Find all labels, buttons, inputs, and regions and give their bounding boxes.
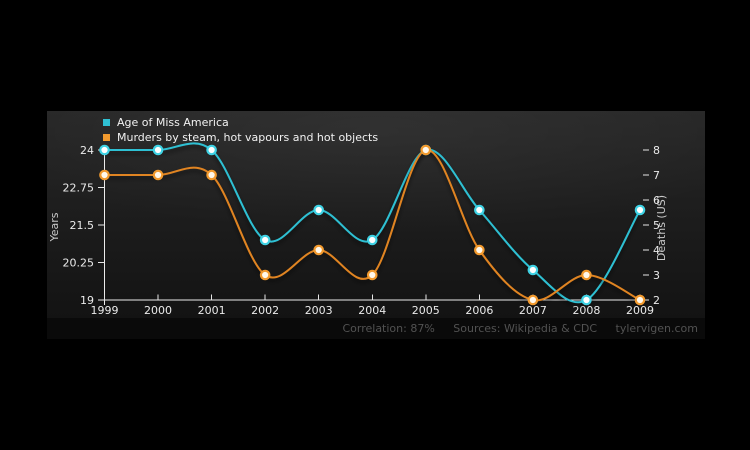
data-point-orange-2003 (313, 244, 324, 256)
data-point-cyan-2000 (152, 144, 164, 156)
line-chart: 1999 2000 2001 2002 2003 2004 2005 2006 2007 2008… (48, 142, 668, 317)
data-point-cyan-2006 (474, 204, 485, 216)
data-point-orange-2008 (581, 269, 592, 281)
site-link: tylervigen.com (615, 322, 698, 335)
left-tick-label: 21.5 (70, 219, 95, 232)
x-tick-label: 2009 (626, 304, 654, 317)
data-point-orange-2005 (420, 144, 432, 156)
x-tick-label: 2008 (572, 304, 600, 317)
x-tick-label: 2005 (412, 304, 440, 317)
x-tick-label: 1999 (91, 304, 119, 317)
right-tick-label: 2 (653, 294, 660, 307)
x-tick-label: 2001 (198, 304, 226, 317)
chart-footer: Correlation: 87% Sources: Wikipedia & CD… (47, 318, 705, 339)
legend-item-label: Murders by steam, hot vapours and hot ob… (117, 131, 379, 144)
left-axis-title: Years (48, 212, 61, 242)
axes-layer: 1999 2000 2001 2002 2003 2004 2005 2006 2007 2008… (63, 144, 661, 317)
left-tick-label: 19 (80, 294, 94, 307)
right-tick-label: 4 (653, 244, 660, 257)
data-point-orange-2002 (259, 269, 271, 281)
correlation-label: Correlation: 87% (342, 322, 435, 335)
data-point-cyan-2002 (259, 234, 271, 246)
right-tick-label: 5 (653, 219, 660, 232)
data-point-orange-2007 (527, 294, 539, 306)
data-point-cyan-2003 (313, 204, 324, 216)
x-tick-label: 2004 (358, 304, 386, 317)
data-point-cyan-2001 (206, 144, 217, 156)
marker-layer (99, 144, 646, 306)
data-point-orange-2000 (152, 169, 164, 181)
data-point-cyan-1999 (99, 144, 110, 156)
data-point-cyan-2009 (634, 204, 646, 216)
right-tick-label: 3 (653, 269, 660, 282)
left-tick-label: 22.75 (63, 182, 95, 195)
x-tick-label: 2000 (144, 304, 172, 317)
x-tick-label: 2003 (305, 304, 333, 317)
data-point-orange-2001 (206, 169, 217, 181)
data-point-cyan-2004 (366, 234, 378, 246)
legend-swatch-orange-icon (103, 134, 110, 141)
data-point-orange-1999 (99, 169, 110, 181)
data-point-cyan-2008 (581, 294, 592, 306)
x-tick-label: 2002 (251, 304, 279, 317)
chart-panel: 1999 2000 2001 2002 2003 2004 2005 2006 2007 2008… (47, 111, 705, 318)
axis-title-layer: Years Deaths (US) (48, 195, 668, 261)
right-tick-label: 6 (653, 194, 660, 207)
right-tick-label: 8 (653, 144, 660, 157)
legend-swatch-cyan-icon (103, 119, 110, 126)
left-tick-label: 24 (80, 144, 94, 157)
data-point-orange-2009 (634, 294, 646, 306)
legend-item-age-of-miss-america: Age of Miss America (103, 115, 378, 130)
legend: Age of Miss America Murders by steam, ho… (103, 115, 378, 145)
data-point-orange-2004 (366, 269, 378, 281)
legend-item-label: Age of Miss America (117, 116, 229, 129)
sources-label: Sources: Wikipedia & CDC (453, 322, 598, 335)
x-tick-label: 2006 (465, 304, 493, 317)
x-tick-label: 2007 (519, 304, 547, 317)
right-axis-title: Deaths (US) (655, 195, 668, 261)
data-point-cyan-2007 (527, 264, 539, 276)
legend-item-murders-by-steam: Murders by steam, hot vapours and hot ob… (103, 130, 378, 145)
right-tick-label: 7 (653, 169, 660, 182)
data-point-orange-2006 (474, 244, 485, 256)
left-tick-label: 20.25 (63, 257, 95, 270)
